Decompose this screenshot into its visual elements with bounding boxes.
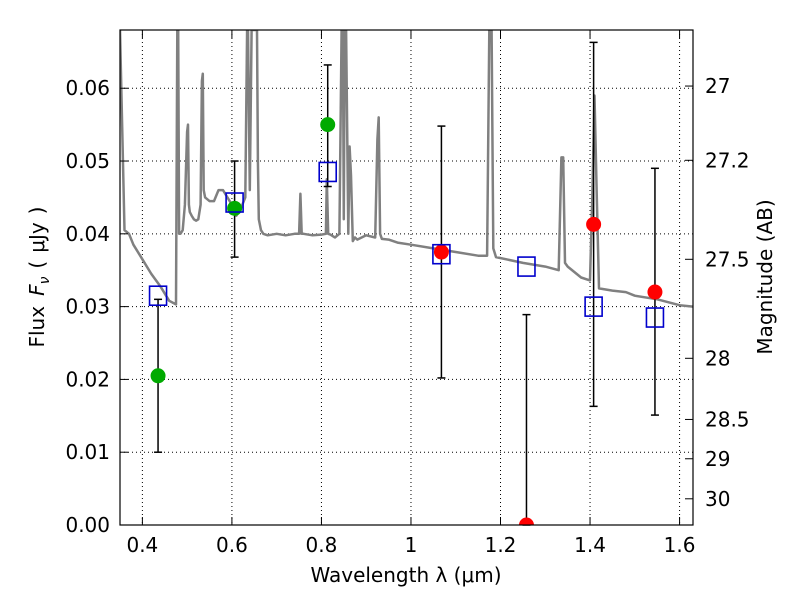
x-tick-label: 1: [405, 533, 418, 557]
axis-ticks: 0.4 0.6 0.8 1 1.2 1.4 1.6 0.00 0.01 0.02 0.03 0.04 0…: [65, 30, 750, 557]
y2-axis-label: Magnitude (AB): [753, 199, 777, 354]
y-tick-label: 0.00: [65, 513, 110, 537]
x-tick-label: 1.6: [664, 533, 696, 557]
plot-frame: [119, 29, 694, 526]
data-markers: [148, 117, 665, 525]
y-label-subscript: ν: [37, 276, 53, 284]
model-photometry-square: [517, 256, 536, 277]
y-tick-label: 0.05: [65, 149, 110, 173]
y2-tick-label: 28: [705, 346, 730, 370]
gridlines: [120, 30, 693, 526]
y2-tick-label: 30: [705, 487, 730, 511]
y2-tick-label: 28.5: [705, 407, 750, 431]
x-tick-label: 0.4: [126, 533, 158, 557]
y-tick-label: 0.06: [65, 76, 110, 100]
y-label-symbol: F: [25, 284, 49, 296]
x-tick-label: 0.8: [306, 533, 338, 557]
y-tick-label: 0.02: [65, 367, 110, 391]
model-photometry-square: [318, 161, 338, 183]
data-point: [586, 216, 602, 232]
y2-tick-label: 27.2: [705, 148, 750, 172]
x-axis-label: Wavelength λ (μm): [310, 563, 501, 587]
data-point: [320, 117, 336, 133]
y-label-close-paren: ): [25, 206, 49, 214]
y2-tick-label: 27: [705, 74, 730, 98]
x-tick-label: 1.2: [485, 533, 517, 557]
x-tick-label: 1.4: [574, 533, 606, 557]
data-point: [518, 517, 534, 525]
model-photometry-square: [148, 285, 168, 306]
y-label-open-paren: (: [25, 261, 49, 269]
y-tick-label: 0.03: [65, 295, 110, 319]
data-point: [150, 368, 166, 384]
model-photometry-square: [225, 192, 244, 213]
y2-tick-label: 27.5: [705, 247, 750, 271]
y-tick-label: 0.01: [65, 440, 110, 464]
y-label-unit: μJy: [25, 222, 49, 253]
spectrum-line: [120, 30, 693, 308]
data-point: [433, 244, 449, 260]
data-point: [647, 284, 663, 300]
x-tick-label: 0.6: [216, 533, 248, 557]
error-bars: [154, 41, 659, 526]
model-photometry-square: [645, 307, 665, 328]
model-photometry-square: [584, 296, 603, 317]
y-tick-label: 0.04: [65, 222, 110, 246]
y-label-prefix: Flux: [25, 306, 49, 348]
data-point: [227, 200, 243, 216]
y2-tick-label: 29: [705, 447, 730, 471]
model-photometry-square: [432, 243, 451, 265]
model-spectrum: [120, 30, 693, 308]
y-axis-label: Flux Fν ( μJy): [25, 206, 53, 347]
